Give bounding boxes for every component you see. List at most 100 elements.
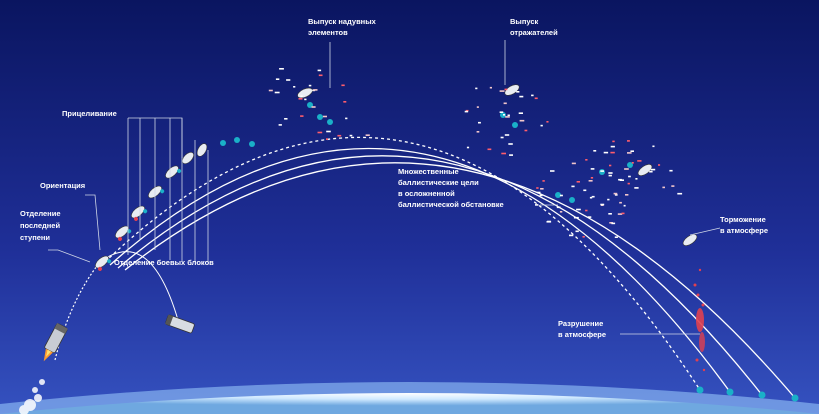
debris-fragment — [465, 109, 469, 112]
leader-lines — [48, 40, 721, 335]
debris-fragment — [508, 143, 513, 145]
label-multiple-targets: Множественные баллистические цели в осло… — [398, 167, 504, 209]
debris-fragment — [576, 208, 581, 211]
debris-fragment — [308, 84, 312, 87]
debris-fragment — [619, 179, 624, 181]
warhead-icon — [165, 165, 182, 179]
debris-fragment — [326, 130, 331, 133]
debris-fragment — [613, 192, 618, 195]
debris-fragment — [519, 119, 525, 122]
debris-fragment — [608, 174, 612, 177]
debris-fragment — [652, 145, 655, 148]
debris-fragment — [503, 114, 505, 116]
label-line: последней — [20, 221, 60, 230]
debris-fragment — [627, 182, 630, 185]
debris-fragment — [575, 230, 579, 233]
debris-fragment — [487, 148, 492, 151]
debris-fragment — [669, 169, 673, 172]
debris-fragment — [630, 150, 634, 152]
debris-fragment — [275, 78, 280, 80]
debris-fragment — [300, 115, 304, 117]
debris-fragment — [475, 87, 478, 90]
debris-fragment — [499, 111, 504, 113]
label-line: Торможение — [720, 215, 766, 224]
label-line: Множественные — [398, 167, 459, 176]
warhead-icon — [181, 151, 195, 165]
debris-fragment — [322, 115, 327, 118]
debris-fragment — [341, 84, 345, 87]
debris-fragment — [504, 134, 510, 136]
debris-fragment — [611, 222, 616, 225]
debris-fragment — [576, 181, 580, 183]
debris-fragment — [318, 74, 323, 77]
debris-fragment — [503, 102, 507, 105]
label-line: Выпуск надувных — [308, 17, 377, 26]
debris-fragment — [677, 192, 683, 195]
debris-fragment — [556, 206, 561, 209]
debris-fragment — [365, 134, 370, 136]
debris-fragment — [501, 152, 506, 155]
debris-fragment — [623, 204, 626, 207]
debris-fragment — [588, 180, 593, 182]
debris-fragment — [536, 187, 539, 189]
debris-fragment — [531, 94, 534, 97]
debris-fragment — [550, 170, 555, 172]
label-line: ступени — [20, 233, 50, 242]
debris-fragment — [478, 121, 481, 124]
debris-fragment — [337, 134, 342, 137]
debris-fragment — [573, 216, 579, 219]
debris-fragment — [542, 180, 545, 182]
label-warhead-separation: Отделение боевых блоков — [114, 258, 214, 267]
debris-fragment — [540, 188, 544, 190]
debris-fragment — [569, 234, 574, 237]
debris-fragment — [591, 195, 595, 198]
debris-fragment — [589, 196, 593, 199]
debris-fragment — [609, 164, 612, 167]
debris-fragment — [559, 194, 563, 197]
debris-fragment — [627, 152, 632, 154]
debris-fragment — [326, 138, 328, 140]
trajectory-1 — [109, 147, 731, 393]
debris-fragment — [298, 98, 303, 100]
label-line: баллистические цели — [398, 178, 479, 187]
debris-fragment — [637, 160, 642, 162]
debris-fragment — [582, 236, 585, 238]
label-braking: Торможение в атмосфере — [720, 215, 768, 235]
decoy-icon — [682, 234, 698, 246]
label-reflector-release: Выпуск отражателей — [510, 17, 558, 37]
debris-fragment — [634, 187, 639, 189]
debris-fragment — [609, 222, 613, 224]
debris-fragment — [317, 131, 323, 134]
debris-fragment — [313, 89, 318, 91]
warhead-icon — [196, 143, 208, 157]
debris-fragment — [610, 145, 615, 148]
debris-fragment — [585, 209, 588, 212]
debris-fragment — [518, 112, 523, 114]
debris-fragment — [524, 129, 528, 132]
debris-fragment — [489, 86, 492, 89]
debris-fragment — [662, 186, 665, 189]
debris-fragment — [317, 69, 322, 72]
spent-stage-icon — [165, 314, 195, 334]
debris-fragment — [343, 101, 347, 103]
destruction-trail — [693, 268, 706, 372]
warhead-icon — [95, 255, 112, 271]
debris-fragment — [547, 220, 551, 223]
label-line: элементов — [308, 28, 348, 37]
debris-fragment — [293, 86, 296, 88]
debris-fragment — [539, 194, 543, 197]
trajectory-2 — [117, 155, 763, 396]
debris-fragment — [516, 91, 520, 93]
warhead-icon — [131, 205, 148, 221]
debris-fragment — [614, 194, 618, 196]
debris-fragment — [627, 140, 630, 142]
debris-fragment — [585, 159, 588, 161]
debris-fragment — [658, 164, 661, 166]
launch-smoke — [19, 379, 45, 414]
debris-fragment — [304, 98, 307, 101]
debris-fragment — [621, 212, 625, 215]
debris-fragment — [535, 204, 539, 206]
debris-fragment — [466, 146, 470, 149]
debris-fragment — [476, 106, 479, 108]
